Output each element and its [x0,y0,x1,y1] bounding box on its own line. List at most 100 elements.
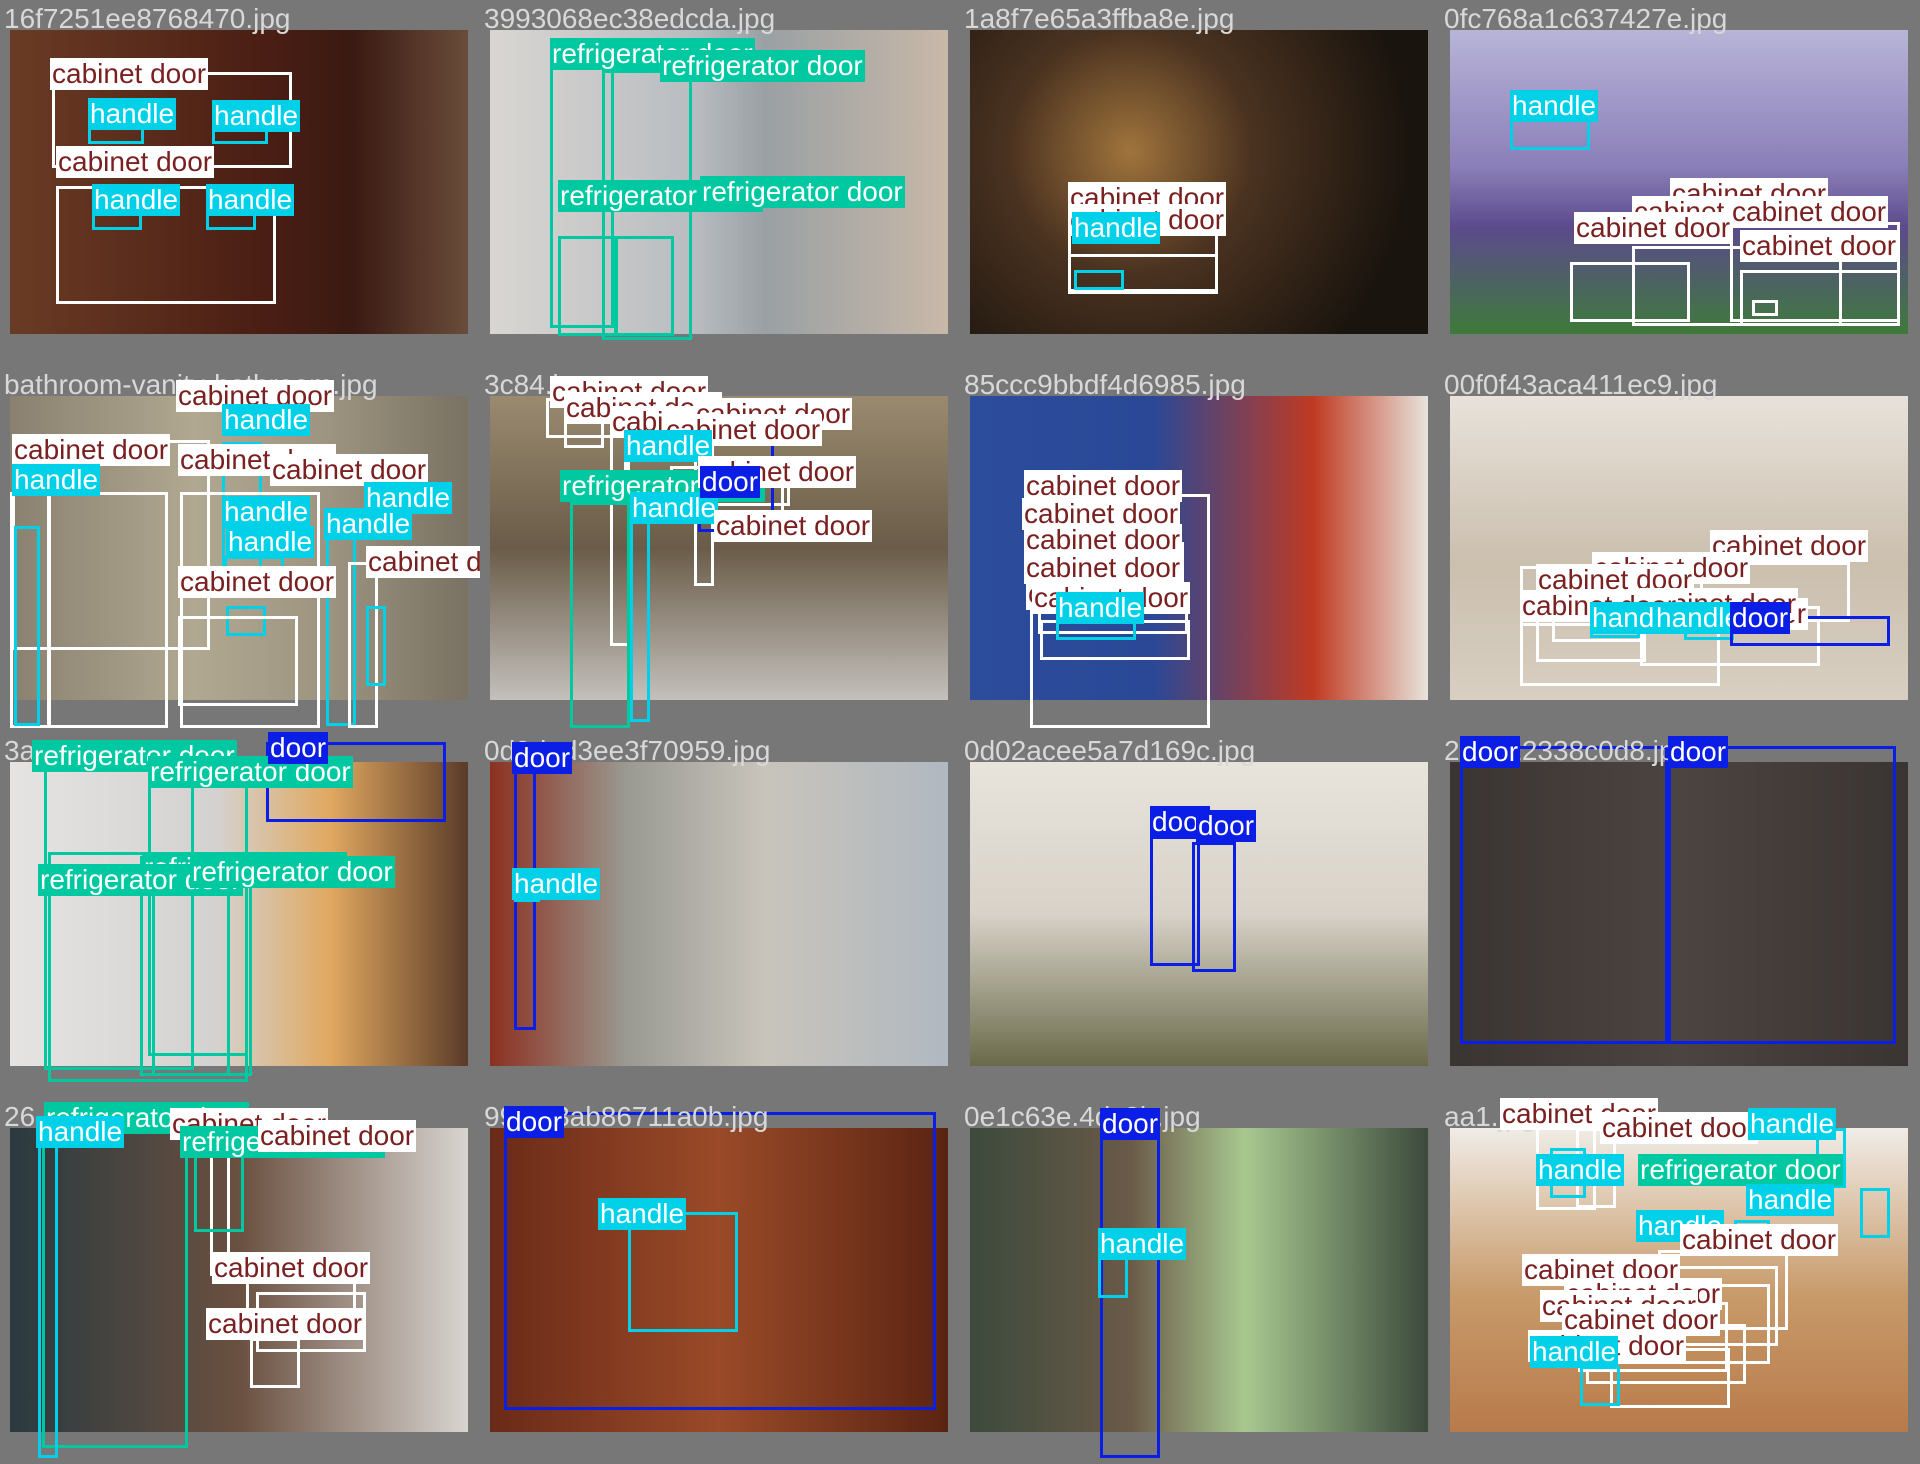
detection-label: cabinet door [270,454,429,486]
mosaic-tile: 16f7251ee8768470.jpg cabinet door handle ha… [0,0,480,366]
detection-label: handle [1536,1154,1625,1186]
tile-filename: 85ccc9bbdf4d6985.jpg [964,369,1246,400]
tile-filename: 0e1c63e.4dc3b.jpg [964,1101,1201,1132]
tile-photo [970,1128,1428,1432]
tile-filename: 0fc768a1c637427e.jpg [1444,3,1728,34]
detection-label: refrigerator door [660,50,865,82]
detection-label: refrigerator door [190,856,395,888]
detection-box [570,502,630,728]
detection-label: cabinet door [56,146,215,178]
detection-box [1460,746,1668,1044]
detection-label: handle [1748,1108,1837,1140]
detection-label: handle [624,430,713,462]
tile-filename: 0d02acee5a7d169c.jpg [964,735,1256,766]
detection-box [152,866,252,1076]
detection-label: handle [324,508,413,540]
detection-box [226,606,266,636]
detection-label: door [268,732,329,764]
detection-box [48,492,168,728]
detection-label: cabinet door [714,510,873,542]
detection-label: cabinet door [1024,470,1183,502]
tile-photo [490,762,948,1066]
mosaic-tile: 0d02acee5a7d169c.jpg door door [960,732,1440,1098]
mosaic-tile: 85ccc9bbdf4d6985.jpg cabinet door cabinet … [960,366,1440,732]
mosaic-tile: 0e1c63e.4dc3b.jpg door handle [960,1098,1440,1464]
detection-box [42,1118,188,1448]
detection-box [14,526,40,726]
detection-label: handle [36,1116,125,1148]
detection-box [1752,300,1778,316]
detection-label: handle [1510,90,1599,122]
detection-box [250,1338,300,1388]
detection-box [614,236,674,336]
detection-box [1580,1366,1620,1406]
detection-label: handle [1056,592,1145,624]
detection-label: door [1730,602,1791,634]
tile-filename: 00f0f43aca411ec9.jpg [1444,369,1718,400]
tile-filename: 16f7251ee8768470.jpg [4,3,291,34]
detection-label: cabinet door [1730,196,1889,228]
detection-label: handle [92,184,181,216]
detection-label: door [512,742,573,774]
detection-box [1668,746,1896,1044]
detection-box [1068,254,1218,294]
detection-label: handle [222,404,311,436]
detection-label: cabinet door [1600,1112,1759,1144]
mosaic-tile: 99b5.3ab86711a0b.jpg door handle [480,1098,960,1464]
detection-label: cabinet door [12,434,171,466]
detection-label: door [1196,810,1257,842]
detection-label: cabinet door [50,58,209,90]
detection-label: handle [1746,1184,1835,1216]
detection-box [1074,270,1124,290]
detection-label: cabinet door [1680,1224,1839,1256]
mosaic-tile: 3993068ec38edcda.jpg refrigerator door ref… [480,0,960,366]
detection-box [180,492,320,728]
tile-photo [10,762,468,1066]
mosaic-tile: 25d512338c0d8.jpg door door [1440,732,1920,1098]
detection-label: cabinet door [1574,212,1733,244]
detection-label: cabinet door [212,1252,371,1284]
mosaic-tile: aa1.jpg cabinet door cabinet door handle han… [1440,1098,1920,1464]
detection-box [1740,270,1900,326]
detection-box [558,236,618,336]
tile-filename: 3993068ec38edcda.jpg [484,3,776,34]
detection-label: cabinet door [366,546,480,578]
detection-label: door [700,466,761,498]
detection-box [1860,1188,1890,1238]
detection-label: refrigerator door [700,176,905,208]
detection-label: handle [1098,1228,1187,1260]
detection-box [1570,262,1690,322]
detection-box [1632,246,1842,326]
detection-box [628,1212,738,1332]
detection-label: cabinet door [178,566,337,598]
tile-filename: 1a8f7e65a3ffba8e.jpg [964,3,1235,34]
tile-photo [490,1128,948,1432]
detection-label: handle [598,1198,687,1230]
detection-box [348,562,378,728]
detection-label: door [1668,736,1729,768]
detection-label: cabinet door [1740,230,1899,262]
detection-label: refrigerator door [1638,1154,1843,1186]
detection-label: handle [630,492,719,524]
detection-box [630,512,650,722]
detection-label: handle [512,868,601,900]
detection-label: handle [88,98,177,130]
detection-box [38,1128,58,1458]
detection-box [366,606,386,686]
detection-label: cabinet door [1024,524,1183,556]
detection-label: handle [222,496,311,528]
mosaic-tile: 0fc768a1c637427e.jpg cabinet door cabinet … [1440,0,1920,366]
detection-box [504,1112,936,1410]
detection-label: door [1460,736,1521,768]
detection-label: handle [206,184,295,216]
detection-label: handle [1072,212,1161,244]
detection-label: handle [1654,602,1743,634]
detection-label: handle [226,526,315,558]
